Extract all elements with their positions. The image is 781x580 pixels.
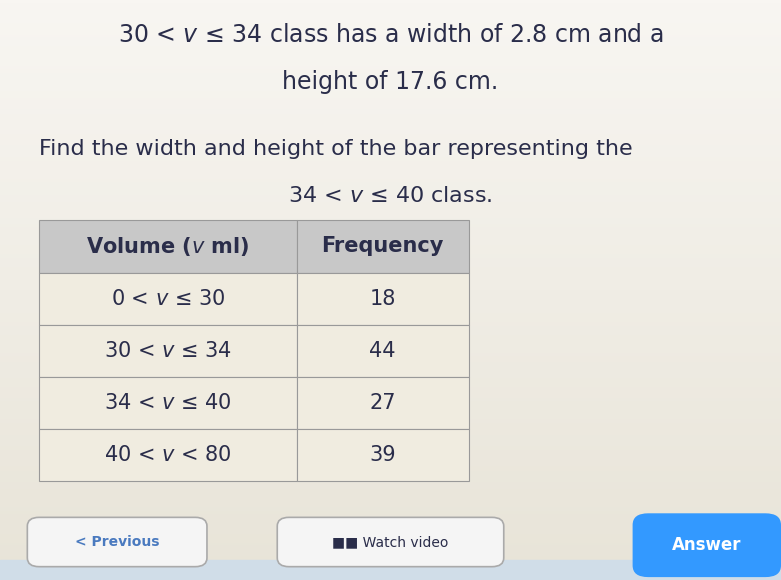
Bar <box>0 560 781 580</box>
Text: 0 < $v$ ≤ 30: 0 < $v$ ≤ 30 <box>111 289 225 309</box>
FancyBboxPatch shape <box>39 273 297 325</box>
FancyBboxPatch shape <box>297 429 469 481</box>
FancyBboxPatch shape <box>297 273 469 325</box>
FancyBboxPatch shape <box>277 517 504 567</box>
FancyBboxPatch shape <box>297 377 469 429</box>
Text: height of 17.6 cm.: height of 17.6 cm. <box>283 70 498 93</box>
FancyBboxPatch shape <box>39 429 297 481</box>
Text: Volume ($v$ ml): Volume ($v$ ml) <box>86 235 250 258</box>
FancyBboxPatch shape <box>39 377 297 429</box>
Text: ■■ Watch video: ■■ Watch video <box>332 535 449 549</box>
Text: 34 < $v$ ≤ 40 class.: 34 < $v$ ≤ 40 class. <box>288 186 493 205</box>
Text: Find the width and height of the bar representing the: Find the width and height of the bar rep… <box>39 139 633 159</box>
FancyBboxPatch shape <box>297 325 469 377</box>
Text: 39: 39 <box>369 445 396 465</box>
FancyBboxPatch shape <box>27 517 207 567</box>
Text: Answer: Answer <box>672 536 741 554</box>
FancyBboxPatch shape <box>39 325 297 377</box>
Text: 34 < $v$ ≤ 40: 34 < $v$ ≤ 40 <box>104 393 232 413</box>
FancyBboxPatch shape <box>633 513 781 577</box>
FancyBboxPatch shape <box>39 220 297 273</box>
Text: 40 < $v$ < 80: 40 < $v$ < 80 <box>104 445 232 465</box>
Text: 30 < $v$ ≤ 34: 30 < $v$ ≤ 34 <box>104 341 232 361</box>
Text: 18: 18 <box>369 289 396 309</box>
Text: 44: 44 <box>369 341 396 361</box>
Text: 27: 27 <box>369 393 396 413</box>
Text: Frequency: Frequency <box>322 237 444 256</box>
Text: < Previous: < Previous <box>75 535 159 549</box>
FancyBboxPatch shape <box>297 220 469 273</box>
Text: 30 < $v$ ≤ 34 class has a width of 2.8 cm and a: 30 < $v$ ≤ 34 class has a width of 2.8 c… <box>118 23 663 47</box>
